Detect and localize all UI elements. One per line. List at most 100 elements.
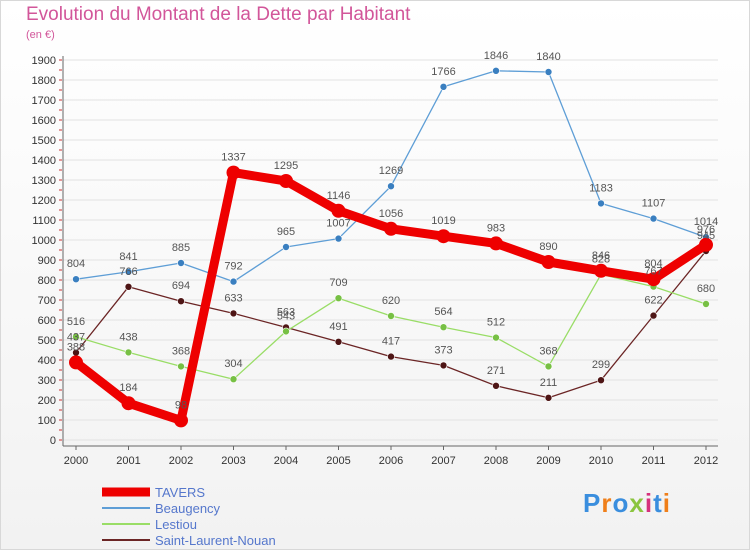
data-point [646,272,661,287]
x-tick-label: 2004 [274,455,298,467]
data-label: 1107 [642,198,666,210]
data-point [334,234,343,243]
data-point [279,174,293,188]
data-point [226,165,241,180]
data-point [229,375,238,384]
data-point [282,327,290,336]
data-point [121,396,136,411]
chart-title: Evolution du Montant de la Dette par Hab… [26,4,411,25]
data-label: 437 [67,332,85,344]
data-point [334,337,343,346]
data-label: 709 [329,277,347,289]
data-label: 491 [329,321,347,333]
data-point [124,348,133,357]
data-label: 890 [539,241,557,253]
data-label: 1007 [326,218,350,230]
data-label: 945 [697,230,715,242]
data-point [334,294,343,303]
data-point [177,259,185,267]
x-tick-label: 2006 [379,455,403,467]
x-tick-label: 2005 [326,455,350,467]
x-tick-label: 2011 [642,455,666,467]
y-tick-label: 1900 [32,55,56,67]
legend-label: TAVERS [155,485,205,500]
x-tick-label: 2000 [64,455,88,467]
y-tick-label: 100 [38,415,56,427]
x-tick-label: 2010 [589,455,613,467]
y-tick-label: 500 [38,335,56,347]
legend-label: Beaugency [155,501,221,516]
data-point [544,393,553,402]
data-label: 211 [540,377,558,389]
y-tick-label: 800 [38,275,56,287]
data-point [439,323,448,332]
data-label: 417 [382,336,400,348]
x-tick-label: 2007 [431,455,455,467]
data-point [387,182,395,190]
data-point [282,243,290,251]
data-point [387,312,395,320]
data-label: 846 [592,250,610,262]
data-label: 299 [592,359,610,371]
data-label: 804 [644,258,662,270]
data-point [72,275,80,284]
data-label: 620 [382,295,400,307]
data-label: 828 [592,253,610,265]
data-point [492,333,500,342]
data-label: 563 [277,306,295,318]
data-point [177,297,185,306]
data-point [649,214,658,223]
data-label: 438 [119,331,137,343]
data-label: 1337 [221,152,245,164]
x-tick-label: 2002 [169,455,193,467]
data-label: 388 [67,341,85,353]
y-tick-label: 1600 [32,115,56,127]
x-tick-label: 2001 [116,455,140,467]
y-tick-label: 1200 [32,195,56,207]
data-point [702,300,710,308]
y-tick-label: 1700 [32,95,56,107]
data-label: 98 [175,399,187,411]
data-point [489,236,503,251]
y-tick-label: 0 [50,435,56,447]
data-point [649,311,658,320]
data-point [72,332,80,341]
data-point [544,362,553,371]
data-label: 983 [487,222,505,234]
data-label: 1766 [431,66,455,78]
y-tick-label: 1100 [32,215,56,227]
data-label: 633 [224,292,242,304]
data-label: 1014 [694,216,718,228]
y-tick-label: 600 [38,315,56,327]
data-point [436,229,451,244]
data-label: 680 [697,283,715,295]
data-label: 885 [172,242,190,254]
data-label: 373 [434,344,452,356]
data-label: 694 [172,280,190,292]
legend-label: Saint-Laurent-Nouan [155,533,276,548]
data-label: 184 [119,382,137,394]
y-tick-label: 900 [38,255,56,267]
data-label: 271 [487,365,505,377]
data-point [541,255,556,269]
data-point [174,413,188,428]
data-point [229,277,238,286]
data-label: 1183 [589,182,613,194]
data-point [597,199,605,208]
data-label: 792 [224,261,242,273]
y-tick-label: 300 [38,375,56,387]
data-point [439,83,448,91]
data-label: 766 [119,266,137,278]
data-label: 543 [277,310,295,322]
data-point [177,362,185,371]
data-label: 1019 [431,215,455,227]
chart-unit-label: (en €) [26,29,55,41]
data-label: 1146 [327,190,351,202]
data-label: 1840 [536,51,560,63]
data-label: 965 [277,226,295,238]
data-point [597,376,605,385]
data-point [439,361,448,370]
proxiti-logo: Proxiti [583,488,671,518]
x-tick-label: 2012 [694,455,718,467]
